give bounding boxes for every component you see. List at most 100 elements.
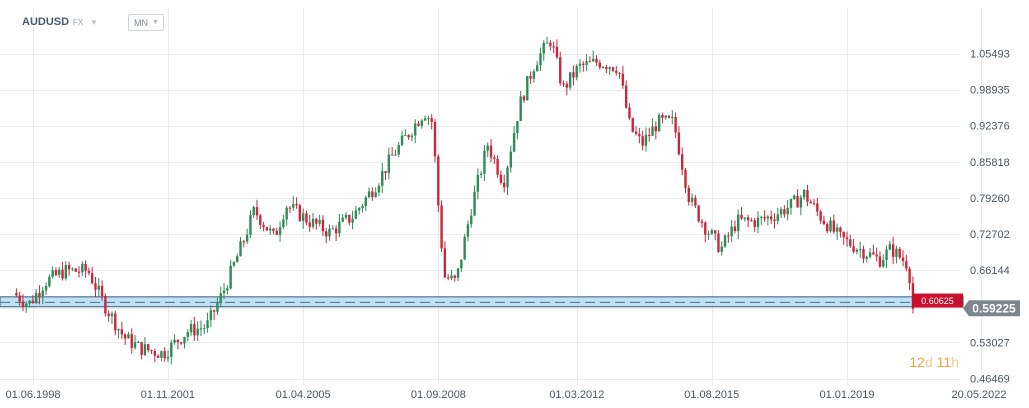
candle-up <box>476 174 480 192</box>
x-tick-label: 01.04.2005 <box>276 389 331 401</box>
candle-down <box>634 131 638 134</box>
candle-up <box>71 268 74 270</box>
candle-down <box>31 300 35 303</box>
candle-up <box>690 197 694 203</box>
candle-down <box>615 70 618 73</box>
candle-down <box>832 220 836 232</box>
candle-down <box>812 203 816 205</box>
candle-up <box>509 151 512 168</box>
candle-down <box>371 191 374 197</box>
candle-up <box>466 224 470 237</box>
candle-down <box>430 118 433 122</box>
candle-down <box>308 222 311 227</box>
candle-up <box>756 217 760 227</box>
candle-up <box>219 293 222 304</box>
candle-up <box>789 198 793 208</box>
candle-down <box>582 63 585 65</box>
candle-down <box>559 57 562 84</box>
candle-down <box>262 225 265 228</box>
candle-up <box>707 233 710 235</box>
candle-down <box>433 121 437 157</box>
candle-up <box>737 214 740 232</box>
candle-down <box>54 270 58 276</box>
candle-up <box>578 63 582 66</box>
y-tick-label: 0.46469 <box>970 374 1010 386</box>
candle-down <box>677 132 681 155</box>
candle-down <box>555 46 559 58</box>
candle-down <box>130 334 133 348</box>
candle-down <box>588 61 592 63</box>
current-price-text: 0.59225 <box>972 301 1016 315</box>
candle-up <box>865 256 868 259</box>
symbol-label[interactable]: AUDUSD <box>22 16 70 28</box>
candle-down <box>417 123 420 126</box>
candle-up <box>41 290 44 297</box>
x-tick-label: 01.11.2001 <box>141 389 195 401</box>
candle-up <box>209 310 213 321</box>
candle-down <box>839 227 842 232</box>
candle-down <box>443 248 447 278</box>
candle-up <box>357 208 361 211</box>
candle-up <box>760 216 763 218</box>
candle-up <box>542 42 545 54</box>
candle-up <box>743 217 747 219</box>
candle-up <box>470 215 473 225</box>
candle-down <box>150 350 153 352</box>
candle-down <box>255 207 259 216</box>
candle-up <box>381 171 384 186</box>
candle-down <box>315 218 318 224</box>
candle-down <box>549 42 552 47</box>
candle-up <box>397 145 400 155</box>
candle-down <box>796 195 799 208</box>
candle-down <box>384 171 387 174</box>
candle-up <box>173 339 176 343</box>
candle-up <box>196 328 199 336</box>
candle-down <box>697 205 700 222</box>
candle-up <box>143 344 147 355</box>
candle-down <box>687 187 690 203</box>
candle-up <box>110 313 114 317</box>
candle-down <box>641 136 644 146</box>
timeframe-select[interactable]: MN ▼ <box>128 14 164 31</box>
candle-down <box>275 230 278 235</box>
candle-up <box>341 217 344 222</box>
candle-down <box>153 350 157 356</box>
candle-down <box>684 169 687 188</box>
candle-up <box>506 167 509 188</box>
candle-down <box>272 228 275 231</box>
chevron-down-icon[interactable]: ▼ <box>90 17 98 27</box>
candle-down <box>265 227 269 231</box>
candle-down <box>631 118 634 132</box>
candle-up <box>479 173 483 175</box>
candle-down <box>390 154 394 156</box>
candle-up <box>186 332 189 337</box>
candle-up <box>377 185 381 193</box>
candle-up <box>516 121 519 134</box>
candle-up <box>199 328 203 330</box>
candle-up <box>183 336 186 344</box>
candle-down <box>891 244 895 257</box>
candle-up <box>203 328 206 330</box>
candle-down <box>733 226 737 232</box>
candle-down <box>875 254 878 257</box>
candle-up <box>512 133 516 152</box>
x-tick-label: 01.06.1998 <box>5 389 60 401</box>
candle-up <box>644 134 648 146</box>
candle-down <box>746 217 750 221</box>
candle-up <box>793 195 796 199</box>
candle-up <box>585 61 588 65</box>
price-labels: 0.60625 0.59225 <box>912 293 1020 317</box>
candle-down <box>529 76 532 79</box>
candle-up <box>25 303 28 307</box>
candle-down <box>819 211 822 221</box>
support-zone[interactable] <box>0 296 964 308</box>
y-tick-label: 0.85818 <box>970 157 1010 169</box>
candle-down <box>120 329 124 335</box>
candle-up <box>710 230 714 234</box>
candle-down <box>809 201 812 204</box>
candle-down <box>15 292 18 296</box>
candle-up <box>58 269 61 276</box>
candle-up <box>278 227 282 235</box>
candle-down <box>638 133 641 137</box>
